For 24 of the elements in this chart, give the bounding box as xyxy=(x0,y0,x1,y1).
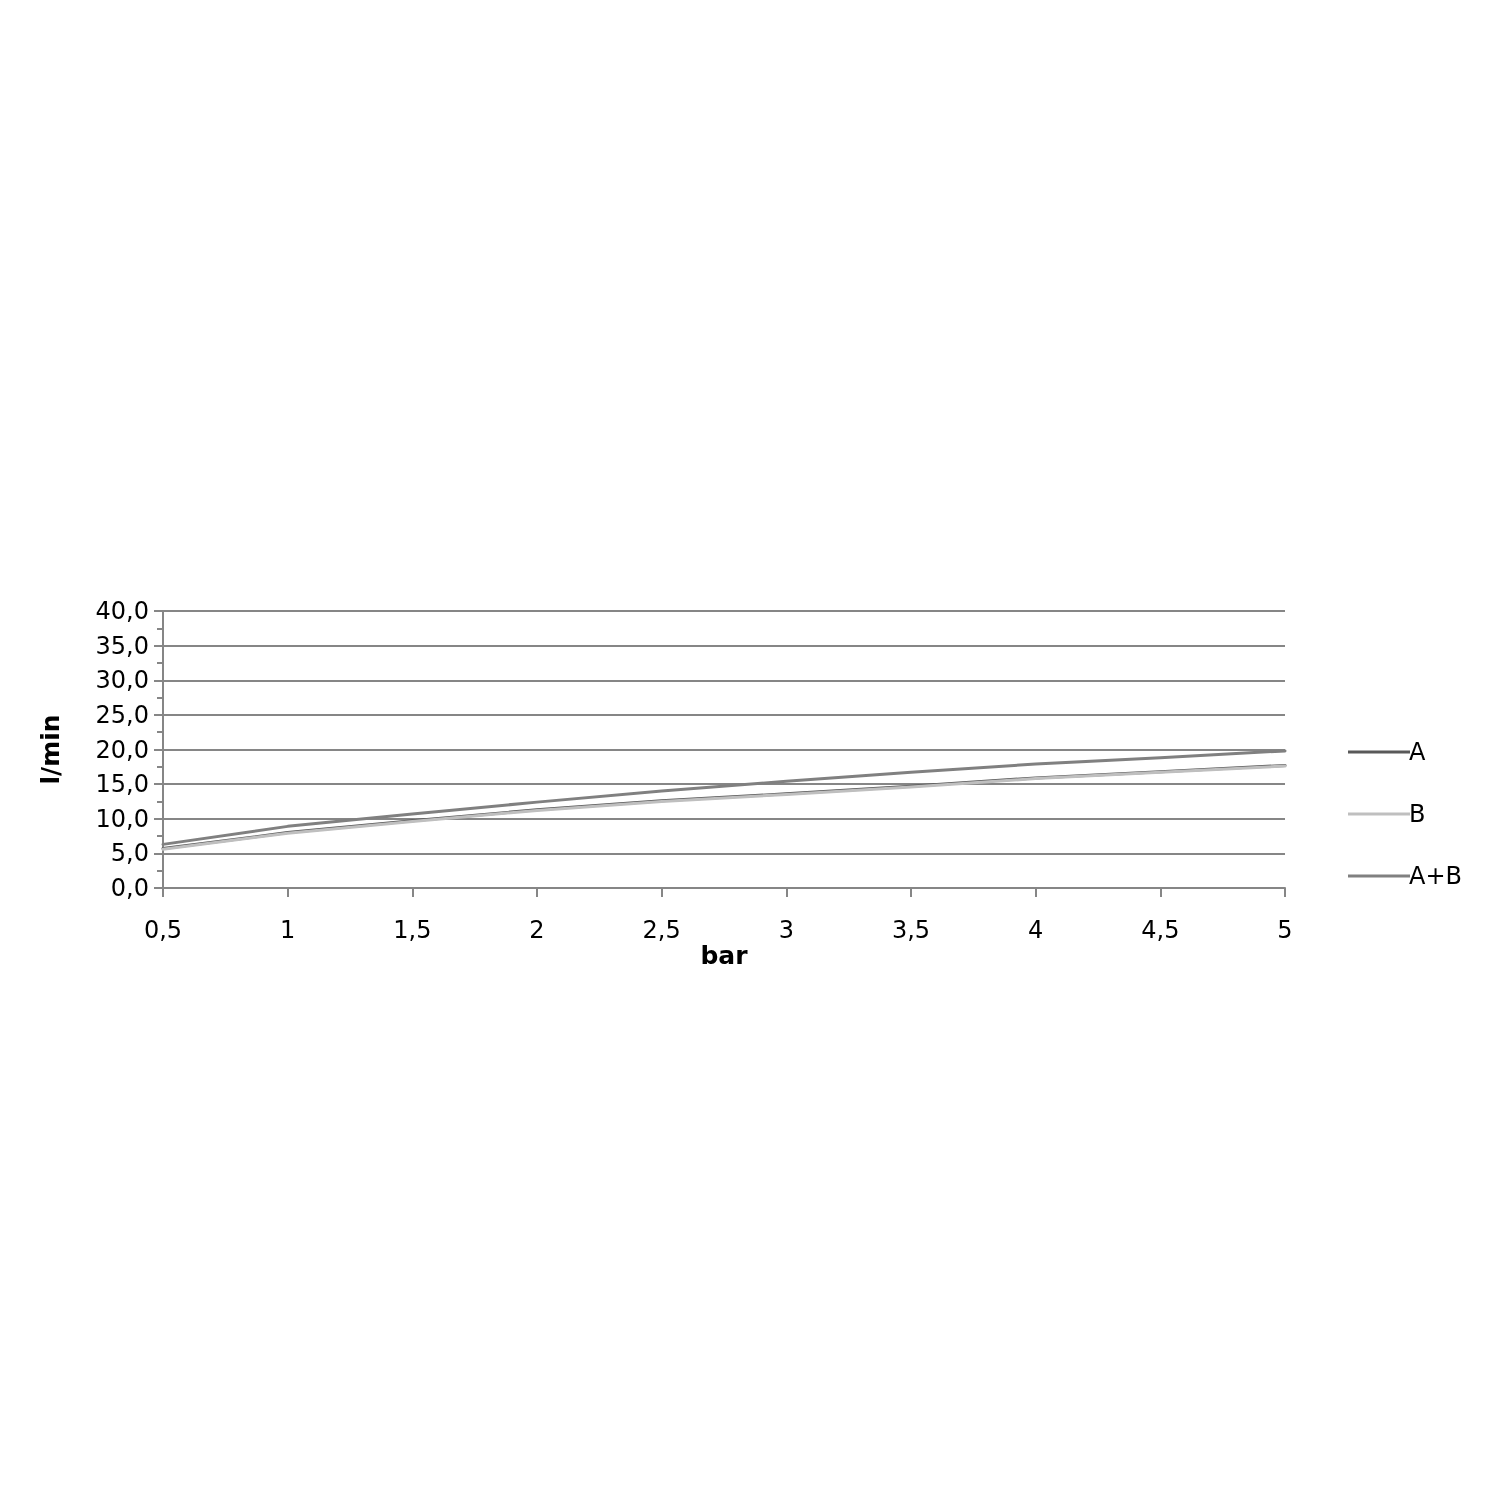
x-tick-label: 1 xyxy=(280,916,296,944)
x-tick-label: 3 xyxy=(778,916,794,944)
y-tick-label: 20,0 xyxy=(95,735,149,764)
x-tick-label: 2,5 xyxy=(642,916,681,944)
x-tick-label: 4 xyxy=(1028,916,1044,944)
x-tick-label: 3,5 xyxy=(891,916,931,944)
y-tick-label: 15,0 xyxy=(95,770,149,799)
x-tick-label: 1,5 xyxy=(393,916,432,944)
y-tick-label: 30,0 xyxy=(95,666,149,695)
legend-label: B xyxy=(1409,800,1426,828)
y-tick-label: 25,0 xyxy=(95,700,149,729)
x-tick-label: 4,5 xyxy=(1141,916,1180,944)
x-tick-label: 2 xyxy=(529,916,545,944)
y-tick-label: 35,0 xyxy=(95,631,149,660)
legend-label: A+B xyxy=(1409,862,1462,890)
y-axis-title: l/min xyxy=(36,714,65,785)
x-axis-title: bar xyxy=(700,940,749,970)
y-tick-label: 40,0 xyxy=(95,597,149,625)
x-tick-label: 0,5 xyxy=(143,916,183,944)
legend-label: A xyxy=(1409,738,1426,766)
y-tick-label: 10,0 xyxy=(95,804,149,833)
y-tick-label: 5,0 xyxy=(110,839,149,868)
y-tick-label: 0,0 xyxy=(110,874,149,902)
x-tick-label: 5 xyxy=(1277,916,1293,944)
